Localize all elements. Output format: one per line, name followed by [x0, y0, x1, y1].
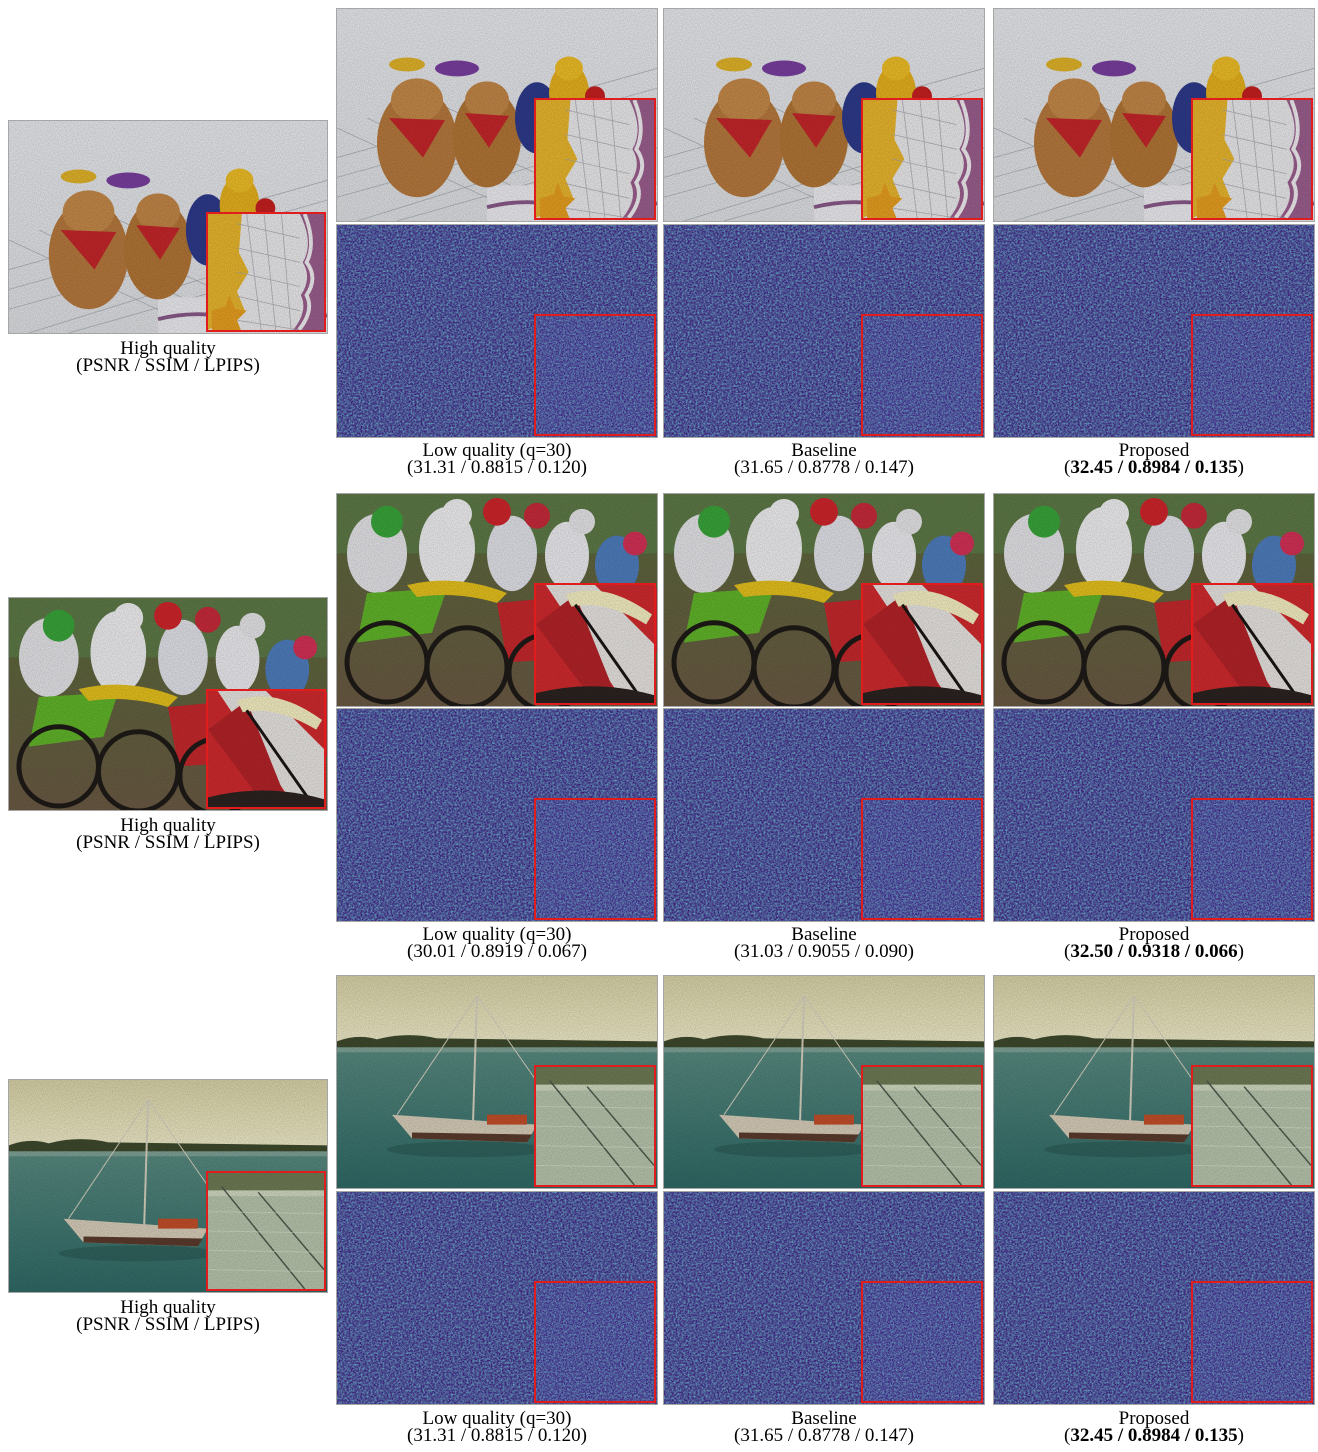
- caption-label: Baseline: [791, 924, 857, 945]
- caption-metrics: (32.45 / 0.8984 / 0.135): [1064, 1425, 1244, 1446]
- restored-image: [993, 493, 1315, 707]
- error-map: [663, 1191, 985, 1405]
- zoom-inset: [1191, 583, 1313, 705]
- zoom-inset: [861, 1281, 983, 1403]
- error-map: [993, 708, 1315, 922]
- zoom-inset: [534, 1065, 656, 1187]
- restored-image: [993, 8, 1315, 222]
- error-map: [663, 708, 985, 922]
- caption-metrics: (32.45 / 0.8984 / 0.135): [1064, 457, 1244, 478]
- panel-caption: High quality (PSNR / SSIM / LPIPS): [8, 338, 328, 376]
- reference-image: [8, 597, 328, 811]
- zoom-inset: [861, 583, 983, 705]
- restored-image: [336, 8, 658, 222]
- error-map: [993, 1191, 1315, 1405]
- zoom-inset: [206, 212, 326, 332]
- panel-caption: Baseline (31.03 / 0.9055 / 0.090): [663, 924, 985, 962]
- caption-label: Proposed: [1118, 1408, 1190, 1429]
- best-metrics: 32.45 / 0.8984 / 0.135: [1070, 1425, 1238, 1446]
- panel-caption: Low quality (q=30) (31.31 / 0.8815 / 0.12…: [336, 440, 658, 478]
- panel-caption: Baseline (31.65 / 0.8778 / 0.147): [663, 440, 985, 478]
- caption-label: Baseline: [791, 440, 857, 461]
- panel-caption: High quality (PSNR / SSIM / LPIPS): [8, 815, 328, 853]
- zoom-inset: [534, 798, 656, 920]
- best-metrics: 32.45 / 0.8984 / 0.135: [1070, 457, 1238, 478]
- caption-metrics: (PSNR / SSIM / LPIPS): [76, 355, 260, 376]
- caption-label: Low quality (q=30): [422, 924, 572, 945]
- reference-image: [8, 120, 328, 334]
- zoom-inset: [1191, 98, 1313, 220]
- caption-metrics: (31.65 / 0.8778 / 0.147): [734, 1425, 914, 1446]
- zoom-inset: [861, 1065, 983, 1187]
- caption-label: Baseline: [791, 1408, 857, 1429]
- caption-label: Low quality (q=30): [422, 440, 572, 461]
- error-map: [336, 224, 658, 438]
- error-map: [663, 224, 985, 438]
- caption-metrics: (32.50 / 0.9318 / 0.066): [1064, 941, 1244, 962]
- caption-label: Low quality (q=30): [422, 1408, 572, 1429]
- zoom-inset: [861, 798, 983, 920]
- zoom-inset: [534, 1281, 656, 1403]
- zoom-inset: [1191, 1281, 1313, 1403]
- zoom-inset: [1191, 314, 1313, 436]
- zoom-inset: [206, 689, 326, 809]
- zoom-inset: [861, 98, 983, 220]
- caption-metrics: (30.01 / 0.8919 / 0.067): [407, 941, 587, 962]
- zoom-inset: [534, 314, 656, 436]
- panel-caption: Baseline (31.65 / 0.8778 / 0.147): [663, 1408, 985, 1446]
- panel-caption: Proposed (32.45 / 0.8984 / 0.135): [993, 440, 1315, 478]
- restored-image: [663, 975, 985, 1189]
- caption-metrics: (31.31 / 0.8815 / 0.120): [407, 1425, 587, 1446]
- restored-image: [663, 493, 985, 707]
- restored-image: [336, 975, 658, 1189]
- restored-image: [336, 493, 658, 707]
- caption-label: High quality: [120, 1297, 216, 1318]
- caption-label: High quality: [120, 815, 216, 836]
- caption-label: Proposed: [1118, 440, 1190, 461]
- zoom-inset: [534, 583, 656, 705]
- zoom-inset: [1191, 1065, 1313, 1187]
- caption-label: High quality: [120, 338, 216, 359]
- panel-caption: Low quality (q=30) (30.01 / 0.8919 / 0.06…: [336, 924, 658, 962]
- caption-metrics: (PSNR / SSIM / LPIPS): [76, 832, 260, 853]
- error-map: [993, 224, 1315, 438]
- caption-metrics: (31.03 / 0.9055 / 0.090): [734, 941, 914, 962]
- restored-image: [993, 975, 1315, 1189]
- error-map: [336, 708, 658, 922]
- panel-caption: High quality (PSNR / SSIM / LPIPS): [8, 1297, 328, 1335]
- restored-image: [663, 8, 985, 222]
- zoom-inset: [534, 98, 656, 220]
- zoom-inset: [206, 1171, 326, 1291]
- best-metrics: 32.50 / 0.9318 / 0.066: [1070, 941, 1238, 962]
- caption-metrics: (31.65 / 0.8778 / 0.147): [734, 457, 914, 478]
- caption-metrics: (31.31 / 0.8815 / 0.120): [407, 457, 587, 478]
- caption-metrics: (PSNR / SSIM / LPIPS): [76, 1314, 260, 1335]
- panel-caption: Proposed (32.45 / 0.8984 / 0.135): [993, 1408, 1315, 1446]
- panel-caption: Proposed (32.50 / 0.9318 / 0.066): [993, 924, 1315, 962]
- zoom-inset: [861, 314, 983, 436]
- panel-caption: Low quality (q=30) (31.31 / 0.8815 / 0.12…: [336, 1408, 658, 1446]
- error-map: [336, 1191, 658, 1405]
- reference-image: [8, 1079, 328, 1293]
- zoom-inset: [1191, 798, 1313, 920]
- caption-label: Proposed: [1118, 924, 1190, 945]
